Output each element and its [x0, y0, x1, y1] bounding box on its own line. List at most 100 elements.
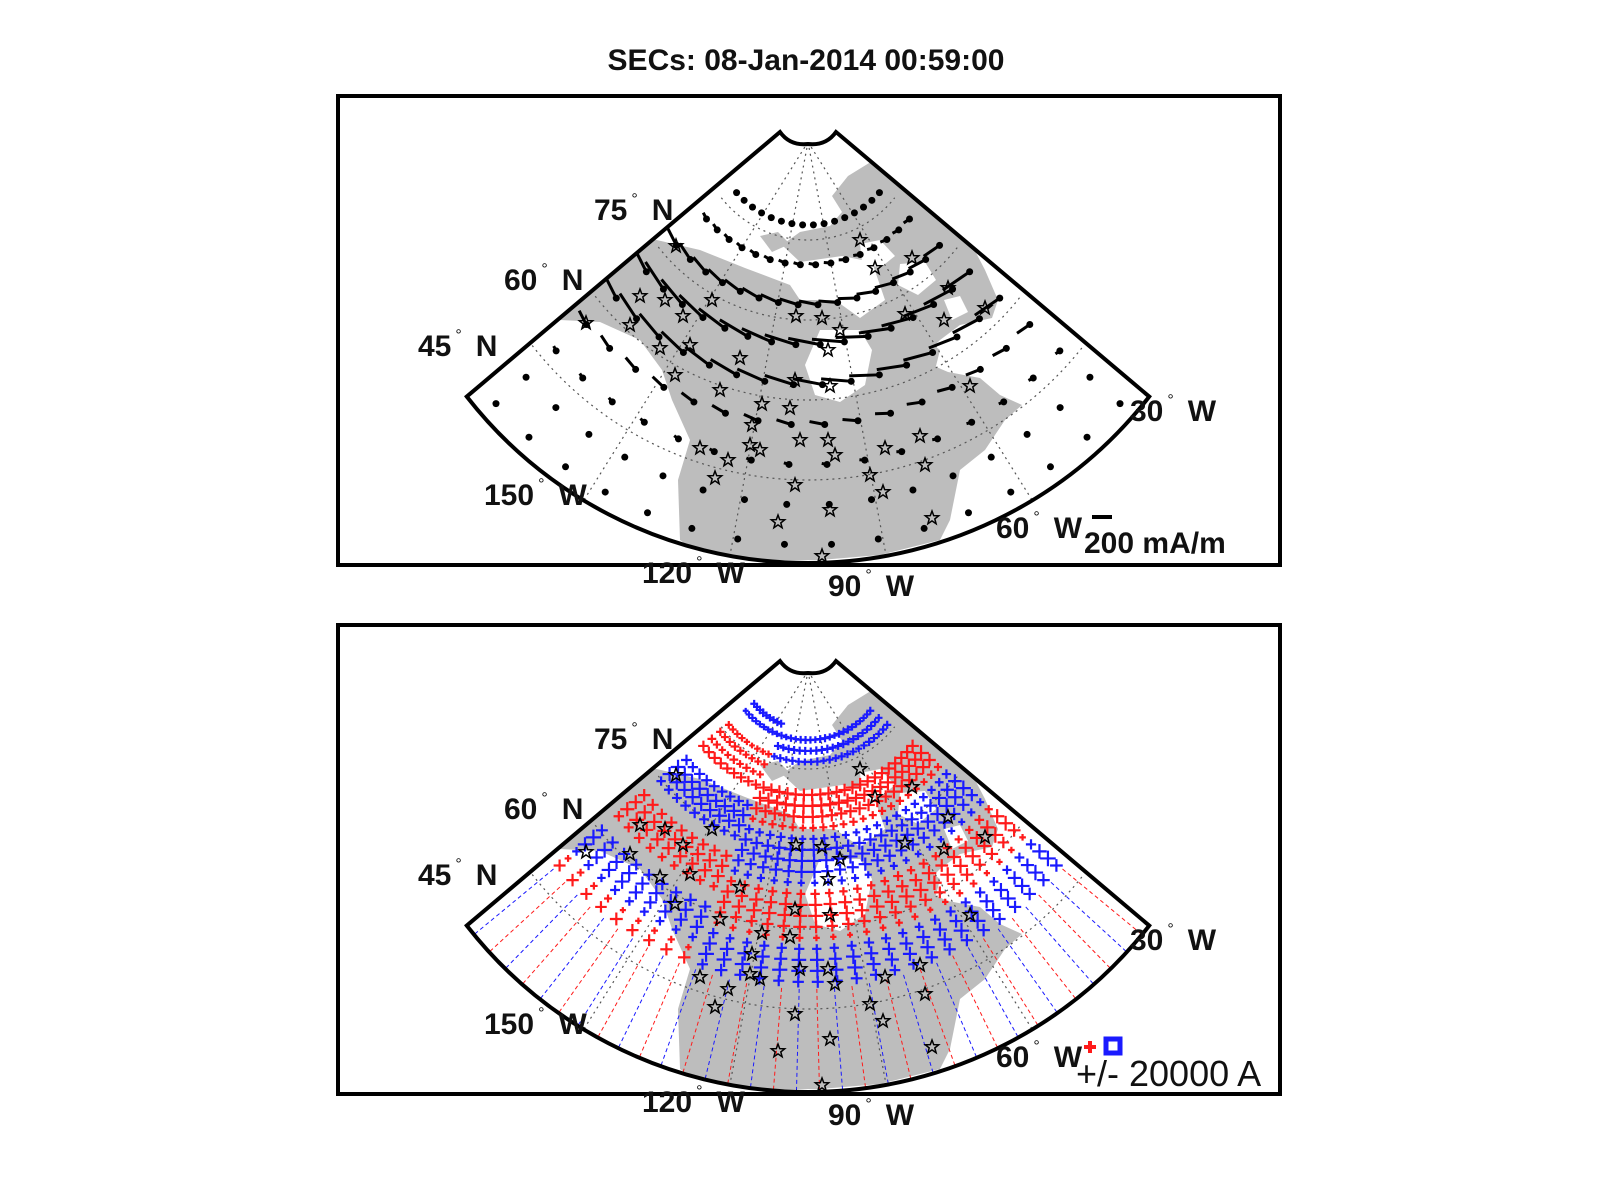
vector-origin — [718, 279, 726, 287]
vector-origin — [948, 383, 956, 391]
vector-origin — [690, 398, 698, 406]
station-star — [691, 967, 709, 985]
vector-origin — [785, 460, 793, 468]
station-star — [703, 819, 721, 837]
station-star — [681, 335, 699, 353]
lon-label-60: 60 ° W — [996, 509, 1083, 545]
vector-origin — [766, 256, 774, 264]
station-star — [819, 430, 837, 448]
vector-origin — [767, 214, 775, 222]
vector-origin — [761, 377, 769, 385]
vector-origin — [847, 377, 855, 385]
vector-origin — [864, 332, 872, 340]
station-star — [753, 923, 771, 941]
station-star — [923, 508, 941, 526]
legend-top: 200 mA/m — [1084, 515, 1226, 560]
current-vector — [952, 317, 981, 335]
station-star — [903, 248, 921, 266]
vector-origin — [748, 203, 756, 211]
vector-origin — [1023, 430, 1031, 438]
sec-grid-line — [851, 985, 870, 1092]
vector-origin — [740, 196, 748, 204]
station-star — [935, 839, 953, 857]
vector-origin — [920, 524, 928, 532]
station-star — [866, 787, 884, 805]
current-vector — [820, 377, 852, 383]
station-star — [813, 837, 831, 855]
station-star — [674, 306, 692, 324]
lon-label-30: 30 ° W — [1130, 921, 1217, 957]
vector-origin — [721, 324, 729, 332]
vector-origin — [725, 236, 733, 244]
vector-origin — [975, 315, 983, 323]
station-star — [826, 445, 844, 463]
sec-grid-line — [770, 987, 783, 1092]
station-star — [861, 994, 879, 1012]
current-vector — [835, 334, 869, 340]
vector-origin — [703, 215, 711, 223]
vector-origin — [740, 496, 748, 504]
meridian-line — [583, 670, 809, 1030]
legend-negative-square — [1103, 1036, 1123, 1056]
graticule-top — [531, 141, 1085, 556]
vector-origin — [828, 540, 836, 548]
current-vector — [787, 336, 821, 347]
current-vector — [849, 373, 880, 378]
station-star — [781, 398, 799, 416]
vector-origin — [853, 294, 861, 302]
current-vector — [764, 333, 797, 347]
vector-origin — [579, 374, 587, 382]
vector-origin — [909, 314, 917, 322]
map-top — [464, 129, 1152, 566]
current-vector — [741, 327, 773, 344]
water-body — [898, 791, 936, 824]
station-star — [577, 842, 595, 860]
station-star — [656, 819, 674, 837]
station-star — [935, 310, 953, 328]
station-star — [731, 877, 749, 895]
vector-origin — [1000, 398, 1008, 406]
vector-origin — [699, 314, 707, 322]
vector-origin — [874, 535, 882, 543]
vector-origin — [1046, 463, 1054, 471]
lon-label-150: 150 ° W — [484, 1005, 587, 1041]
vector-origin — [525, 433, 533, 441]
sec-grid-line — [816, 988, 821, 1092]
vector-origin — [816, 341, 824, 349]
vector-origin — [710, 448, 718, 456]
vector-origin — [678, 300, 686, 308]
vector-origin — [922, 256, 930, 264]
station-star — [819, 340, 837, 358]
meridian-line — [807, 141, 1033, 501]
water-body — [944, 296, 968, 320]
vector-origin — [934, 435, 942, 443]
vector-origin — [601, 488, 609, 496]
station-star — [903, 777, 921, 795]
current-vector — [638, 312, 661, 338]
vector-origin — [868, 196, 876, 204]
vector-origin — [747, 456, 755, 464]
station-star — [751, 440, 769, 458]
vector-origin — [905, 215, 913, 223]
vector-origin — [1029, 374, 1037, 382]
vector-origin — [721, 409, 729, 417]
station-star — [896, 304, 914, 322]
vector-origin — [640, 418, 648, 426]
station-star — [786, 370, 804, 388]
current-vector — [644, 261, 665, 290]
meridian-line — [807, 141, 887, 556]
station-star — [786, 475, 804, 493]
station-star — [813, 1075, 831, 1092]
station-star — [851, 230, 869, 248]
lon-label-30: 30 ° W — [1130, 392, 1217, 428]
vector-origin — [674, 435, 682, 443]
station-star — [961, 905, 979, 923]
current-vector — [684, 345, 711, 367]
vector-origin — [987, 453, 995, 461]
vector-origin — [606, 344, 614, 352]
vector-origin — [552, 347, 560, 355]
station-star — [621, 844, 639, 862]
vector-origin — [758, 209, 766, 217]
station-star — [821, 376, 839, 394]
